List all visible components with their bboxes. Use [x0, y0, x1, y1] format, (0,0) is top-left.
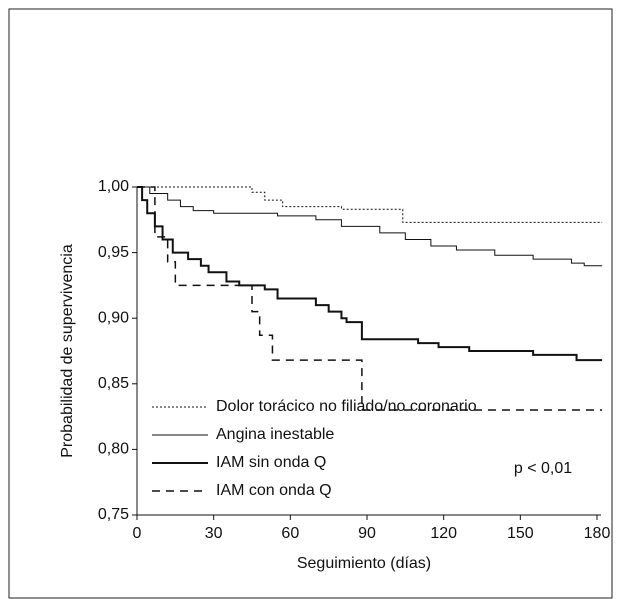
frame	[8, 8, 613, 599]
legend-label: Angina inestable	[216, 426, 334, 443]
x-tick-label: 120	[430, 525, 457, 542]
legend-label: IAM sin onda Q	[216, 454, 326, 471]
y-tick-label: 1,00	[98, 178, 129, 195]
x-tick-label: 150	[507, 525, 534, 542]
x-tick-label: 180	[584, 525, 611, 542]
y-tick-label: 0,80	[98, 441, 129, 458]
y-tick-label: 0,90	[98, 309, 129, 326]
y-axis-label: Probabilidad de supervivencia	[59, 244, 76, 458]
survival-curve	[137, 186, 603, 362]
x-tick-label: 30	[205, 525, 223, 542]
y-tick-label: 0,85	[98, 375, 129, 392]
survival-curve	[137, 186, 603, 223]
survival-curve	[137, 186, 603, 267]
survival-curve	[137, 186, 603, 411]
legend-label: IAM con onda Q	[216, 482, 332, 499]
legend-label: Dolor torácico no filiado/no coronario	[216, 398, 477, 415]
x-tick-label: 60	[281, 525, 299, 542]
x-axis-label: Seguimiento (días)	[297, 555, 431, 572]
y-tick-label: 0,75	[98, 506, 129, 523]
x-tick-label: 0	[133, 525, 142, 542]
y-tick-label: 0,95	[98, 244, 129, 261]
annotation: p < 0,01	[514, 460, 572, 477]
x-tick-label: 90	[358, 525, 376, 542]
